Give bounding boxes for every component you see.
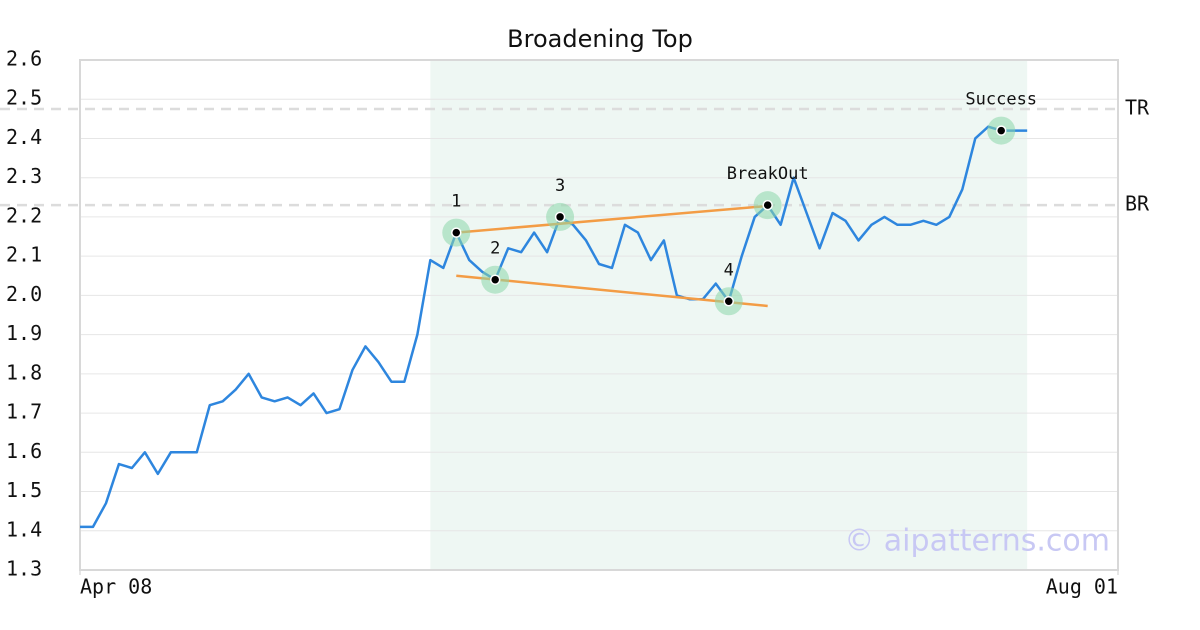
y-tick-label: 1.8 [6, 360, 42, 384]
y-tick-label: 1.4 [6, 517, 42, 541]
point-marker [554, 211, 566, 223]
point-label: 2 [490, 239, 500, 259]
y-tick-label: 1.5 [6, 478, 42, 502]
point-marker [489, 274, 501, 285]
point-marker [723, 296, 734, 307]
x-tick-label: Aug 01 [1046, 575, 1118, 599]
point-label: 4 [724, 260, 734, 280]
level-label: TR [1125, 96, 1150, 120]
plot-frame [79, 59, 1119, 571]
y-tick-label: 2.2 [6, 203, 42, 227]
point-label: 3 [555, 176, 565, 196]
y-tick-label: 2.4 [6, 125, 42, 149]
point-marker [762, 199, 773, 211]
y-tick-label: 1.9 [6, 321, 42, 345]
point-marker [451, 227, 462, 238]
y-tick-label: 1.6 [6, 439, 42, 463]
point-label: BreakOut [727, 164, 809, 184]
price-line [80, 125, 1028, 529]
y-tick-label: 2.0 [6, 282, 42, 306]
trendline [456, 204, 768, 234]
y-tick-label: 1.7 [6, 400, 42, 424]
chart-title: Broadening Top [507, 25, 693, 53]
level-label: BR [1125, 192, 1150, 216]
point-marker [995, 125, 1007, 136]
y-tick-label: 2.6 [6, 47, 42, 71]
y-tick-label: 2.1 [6, 243, 42, 267]
point-label: 1 [451, 192, 461, 212]
watermark: © aipatterns.com [844, 524, 1110, 559]
y-tick-label: 2.3 [6, 164, 42, 188]
y-tick-label: 2.5 [6, 86, 42, 110]
y-tick-label: 1.3 [6, 557, 42, 581]
x-tick-label: Apr 08 [80, 575, 152, 599]
point-label: Success [965, 90, 1037, 110]
